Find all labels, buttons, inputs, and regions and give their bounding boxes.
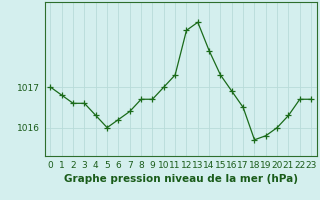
X-axis label: Graphe pression niveau de la mer (hPa): Graphe pression niveau de la mer (hPa) <box>64 174 298 184</box>
